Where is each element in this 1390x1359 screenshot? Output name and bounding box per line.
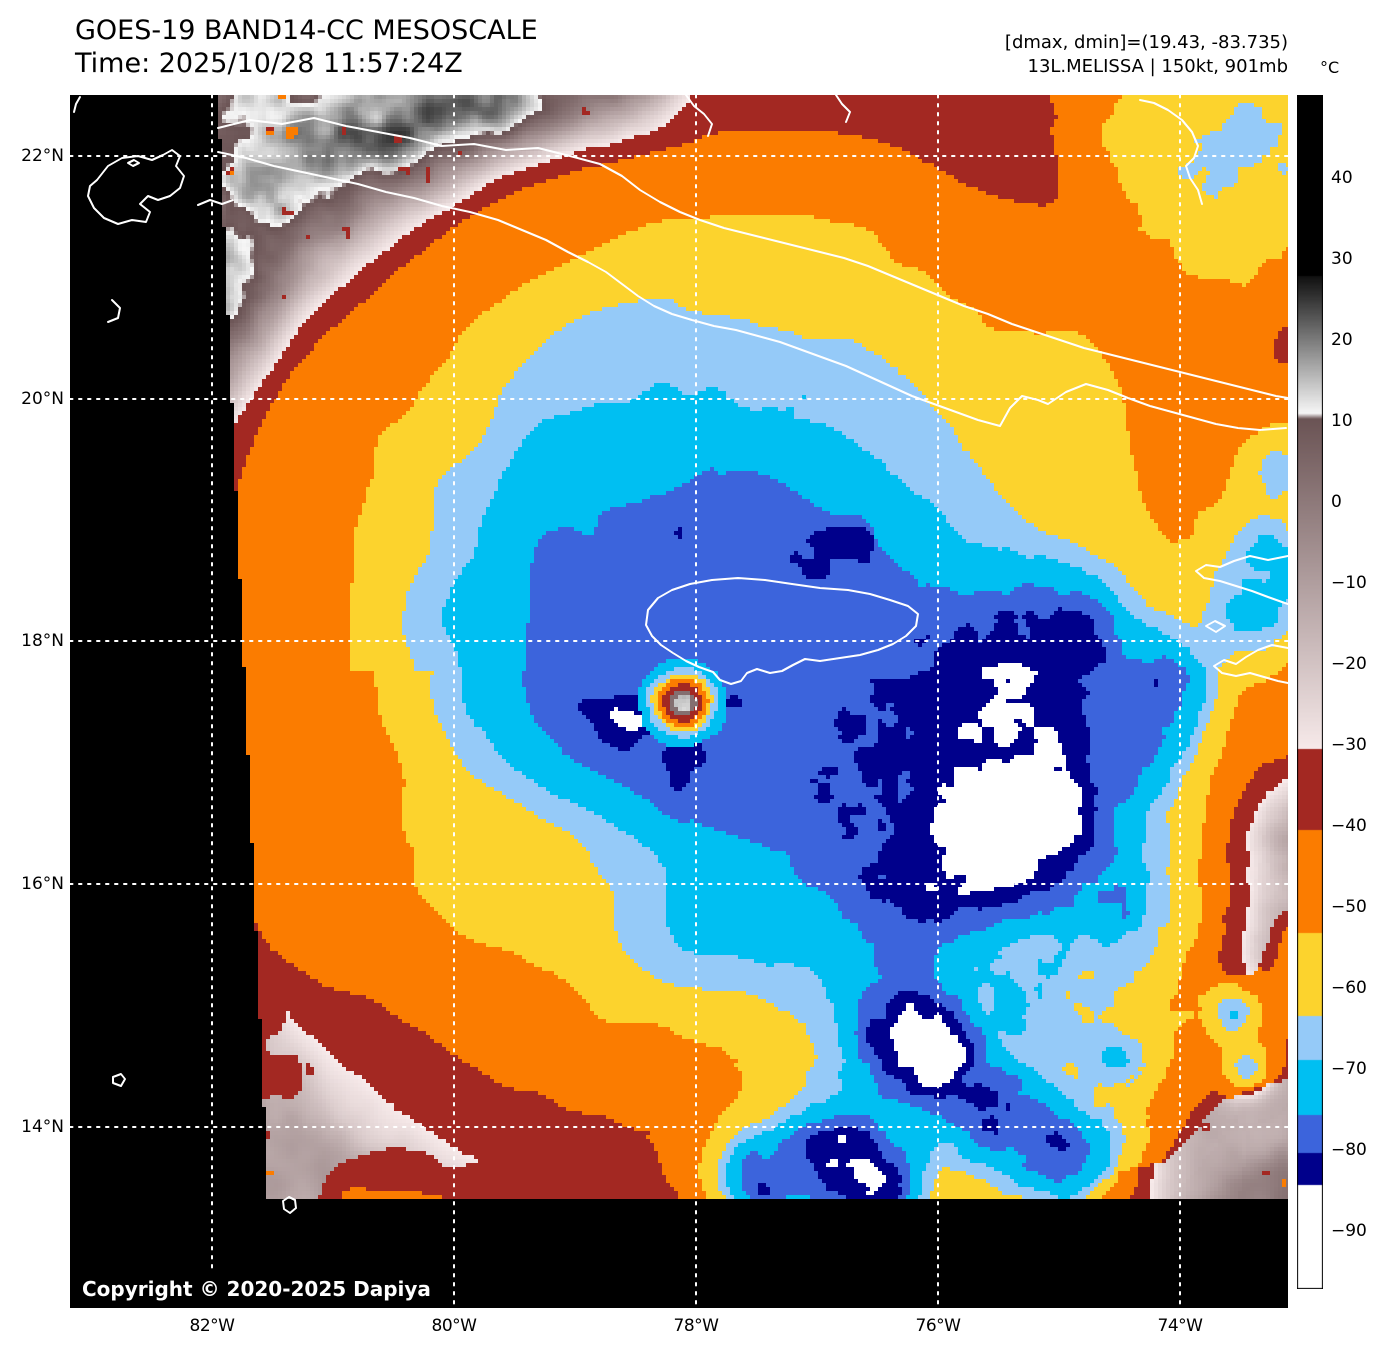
timestamp: Time: 2025/10/28 11:57:24Z xyxy=(75,48,463,79)
copyright-notice: Copyright © 2020-2025 Dapiya xyxy=(82,1277,431,1301)
satellite-image-canvas xyxy=(70,95,1288,1308)
lon-axis-label: 78°W xyxy=(673,1316,719,1336)
colorbar-tick-label: −70 xyxy=(1331,1059,1367,1079)
storm-intensity-readout: 13L.MELISSA | 150kt, 901mb xyxy=(1027,56,1289,77)
colorbar-tick-label: 30 xyxy=(1331,249,1353,269)
temperature-colorbar xyxy=(1297,95,1323,1289)
colorbar-tick-label: 10 xyxy=(1331,411,1353,431)
header-right-block: [dmax, dmin]=(19.43, -83.735) 13L.MELISS… xyxy=(1005,31,1288,79)
lat-axis-label: 18°N xyxy=(21,631,64,651)
colorbar-tick-label: 40 xyxy=(1331,168,1353,188)
colorbar-tick-label: 0 xyxy=(1331,492,1342,512)
lon-axis-label: 74°W xyxy=(1157,1316,1203,1336)
colorbar-tick-label: −20 xyxy=(1331,654,1367,674)
dmax-dmin-readout: [dmax, dmin]=(19.43, -83.735) xyxy=(1004,32,1288,53)
lat-axis-label: 20°N xyxy=(21,389,64,409)
colorbar-tick-label: −40 xyxy=(1331,816,1367,836)
page-title: GOES-19 BAND14-CC MESOSCALE xyxy=(75,15,538,46)
colorbar-tick-label: −80 xyxy=(1331,1140,1367,1160)
lon-axis-label: 80°W xyxy=(431,1316,477,1336)
satellite-map-plot xyxy=(70,95,1288,1308)
colorbar-unit-label: °C xyxy=(1320,58,1340,77)
colorbar-tick-label: 20 xyxy=(1331,330,1353,350)
colorbar-tick-label: −50 xyxy=(1331,897,1367,917)
colorbar-tick-label: −10 xyxy=(1331,573,1367,593)
lat-axis-label: 22°N xyxy=(21,146,64,166)
colorbar-tick-label: −60 xyxy=(1331,978,1367,998)
lat-axis-label: 14°N xyxy=(21,1117,64,1137)
colorbar-tick-label: −30 xyxy=(1331,735,1367,755)
colorbar-tick-label: −90 xyxy=(1331,1221,1367,1241)
lon-axis-label: 82°W xyxy=(189,1316,235,1336)
lat-axis-label: 16°N xyxy=(21,874,64,894)
lon-axis-label: 76°W xyxy=(915,1316,961,1336)
